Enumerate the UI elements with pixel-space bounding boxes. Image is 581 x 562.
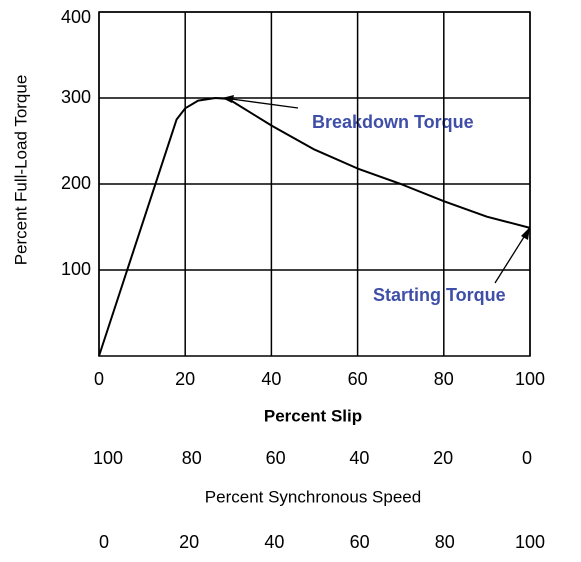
- x2-tick-label: 0: [522, 448, 532, 468]
- x-tick-label: 100: [515, 369, 545, 389]
- annotation-arrow: [494, 228, 530, 284]
- x-axis-title: Percent Slip: [264, 406, 362, 425]
- x2-tick-label: 80: [182, 448, 202, 468]
- x3-tick-label: 60: [350, 532, 370, 552]
- x3-tick-label: 100: [515, 532, 545, 552]
- x-tick-label: 0: [94, 369, 104, 389]
- x2-tick-label: 20: [433, 448, 453, 468]
- y-tick-label: 200: [61, 173, 91, 193]
- x2-tick-label: 100: [93, 448, 123, 468]
- x-tick-label: 20: [175, 369, 195, 389]
- annotation: Breakdown Torque: [312, 112, 474, 132]
- x3-tick-label: 80: [435, 532, 455, 552]
- torque-curve: [98, 97, 531, 357]
- y-tick-label: 100: [61, 259, 91, 279]
- x3-tick-label: 0: [99, 532, 109, 552]
- x-tick-label: 40: [261, 369, 281, 389]
- annotation-arrow: [223, 97, 299, 109]
- y-tick-label: 400: [61, 7, 91, 27]
- x3-tick-label: 20: [179, 532, 199, 552]
- x-tick-label: 80: [434, 369, 454, 389]
- x-tick-label: 60: [348, 369, 368, 389]
- x2-tick-label: 60: [266, 448, 286, 468]
- x3-tick-label: 40: [264, 532, 284, 552]
- arrow-head: [521, 227, 530, 240]
- y-tick-label: 300: [61, 87, 91, 107]
- x2-tick-label: 40: [349, 448, 369, 468]
- annotation: Starting Torque: [373, 285, 506, 305]
- y-axis-title: Percent Full-Load Torque: [11, 75, 30, 266]
- x2-axis-title: Percent Synchronous Speed: [205, 487, 421, 506]
